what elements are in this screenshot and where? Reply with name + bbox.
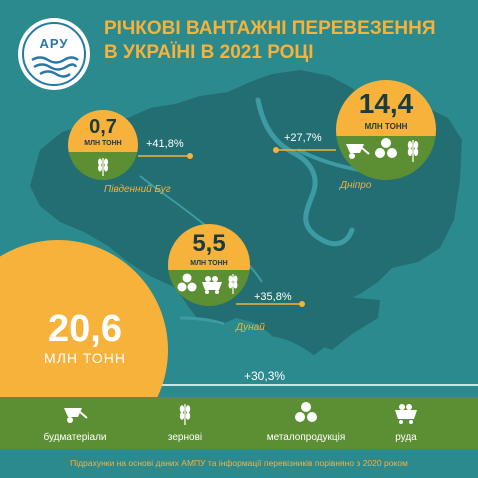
legend-item-zernovi: зернові — [150, 397, 220, 449]
dunai-dot — [299, 301, 305, 307]
footer-note: Підрахунки на основі даних АМПУ та інфор… — [0, 449, 478, 478]
dunai-unit: МЛН ТОНН — [190, 260, 228, 267]
page-title: РІЧКОВІ ВАНТАЖНІ ПЕРЕВЕЗЕННЯ В УКРАЇНІ В… — [104, 17, 464, 65]
legend-label: руда — [395, 432, 417, 443]
buh-dot — [187, 153, 193, 159]
dunai-value: 5,5 — [192, 230, 226, 257]
legend-label: металопродукція — [266, 432, 346, 443]
wheat-icon — [228, 274, 238, 294]
aru-logo: АРУ — [18, 18, 90, 90]
title-line-1: РІЧКОВІ ВАНТАЖНІ ПЕРЕВЕЗЕННЯ — [104, 18, 436, 39]
buh-bubble: 0,7 МЛН ТОНН — [68, 110, 138, 180]
legend-item-budmaterialy: будматеріали — [30, 397, 120, 449]
total-unit: МЛН ТОНН — [44, 350, 126, 366]
metal-pipes-icon — [177, 273, 197, 292]
total-value: 20,6 — [48, 308, 122, 350]
buh-river-label: Південний Буг — [104, 184, 171, 195]
dnipro-change: +27,7% — [284, 132, 322, 144]
logo-text: АРУ — [39, 36, 69, 51]
waves-icon — [22, 22, 86, 86]
dnipro-unit: МЛН ТОНН — [364, 122, 408, 131]
legend-label: зернові — [167, 432, 203, 443]
dnipro-bubble: 14,4 МЛН ТОНН — [336, 80, 436, 180]
wheat-icon — [407, 140, 419, 162]
metal-pipes-icon — [375, 138, 397, 158]
buh-unit: МЛН ТОНН — [84, 140, 122, 147]
legend-item-ruda: руда — [376, 397, 436, 449]
dnipro-dot — [273, 147, 279, 153]
wheat-icon — [179, 404, 191, 425]
wheat-icon — [98, 158, 108, 176]
wheelbarrow-icon — [64, 408, 88, 423]
ore-cart-icon — [202, 276, 222, 294]
buh-value: 0,7 — [89, 116, 117, 138]
legend-label: будматеріали — [43, 432, 107, 443]
dnipro-river-label: Дніпро — [340, 180, 372, 191]
dunai-bubble: 5,5 МЛН ТОНН — [168, 224, 250, 306]
legend-bar: будматеріали зернові металопродукція руд… — [0, 397, 478, 449]
wheelbarrow-icon — [346, 144, 370, 159]
metal-pipes-icon — [295, 402, 317, 422]
danube-river-line — [179, 316, 225, 326]
dunai-river-label: Дунай — [236, 322, 265, 333]
dnipro-value: 14,4 — [358, 88, 414, 119]
buh-change: +41,8% — [146, 138, 184, 150]
ore-cart-icon — [395, 404, 417, 424]
total-change: +30,3% — [244, 369, 286, 383]
legend-item-metaloproduktsiia: металопродукція — [246, 397, 366, 449]
dunai-change: +35,8% — [254, 291, 292, 303]
crimea — [298, 292, 380, 350]
title-line-2: В УКРАЇНІ В 2021 РОЦІ — [104, 42, 314, 63]
dnipro-river-line — [255, 97, 355, 247]
